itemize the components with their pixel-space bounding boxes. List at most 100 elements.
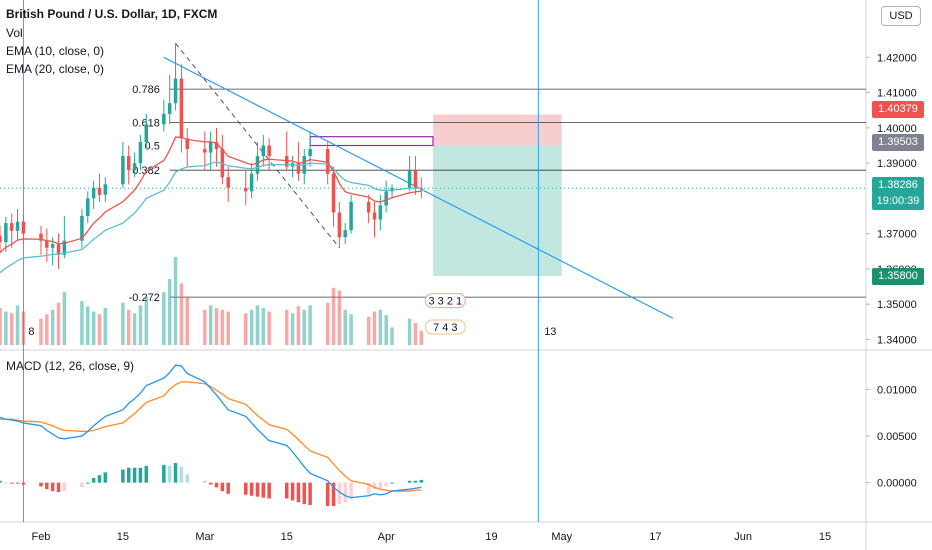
- macd-histogram-bar: [0, 480, 2, 483]
- macd-histogram-bar: [378, 482, 383, 489]
- candle-body: [284, 156, 289, 167]
- candle-body: [62, 240, 67, 255]
- candle-body: [372, 212, 377, 220]
- macd-histogram-bar: [50, 482, 55, 492]
- volume-bar: [62, 292, 67, 345]
- macd-legend[interactable]: MACD (12, 26, close, 9): [6, 359, 135, 373]
- volume-bar: [284, 309, 289, 345]
- fib-retracement-line: [175, 42, 340, 249]
- volume-side-label: 8: [28, 326, 34, 338]
- volume-bar: [214, 308, 219, 345]
- candle-body: [162, 113, 166, 125]
- currency-selector[interactable]: USD: [881, 6, 921, 26]
- candle-body: [9, 223, 14, 231]
- volume-legend[interactable]: Vol: [6, 26, 23, 40]
- time-tick-label: Mar: [195, 531, 214, 543]
- macd-histogram-bar: [413, 480, 418, 483]
- macd-histogram-bar: [126, 467, 131, 483]
- macd-histogram-bar: [255, 482, 260, 497]
- candle-body: [331, 173, 336, 213]
- macd-pane: [0, 364, 424, 506]
- volume-bar: [261, 308, 266, 345]
- macd-histogram-bar: [86, 482, 90, 484]
- volume-bar: [378, 309, 383, 345]
- price-tick-label: 1.34000: [877, 334, 917, 346]
- macd-histogram-bar: [226, 482, 230, 494]
- volume-bar: [407, 318, 412, 345]
- macd-histogram-bar: [4, 482, 8, 484]
- candle-body: [378, 205, 383, 220]
- macd-histogram-bar: [244, 482, 248, 495]
- volume-bar: [249, 309, 254, 345]
- volume-bar: [226, 311, 230, 345]
- event-badge-label: 7 4 3: [433, 322, 457, 334]
- candle-body: [144, 124, 149, 142]
- macd-histogram-bar: [167, 465, 172, 483]
- candle-body: [249, 173, 254, 192]
- candle-body: [267, 145, 271, 157]
- time-tick-label: Feb: [31, 531, 50, 543]
- volume-bar: [86, 306, 90, 345]
- candle-body: [366, 201, 371, 213]
- macd-histogram-bar: [103, 472, 108, 483]
- time-tick-label: 15: [819, 531, 831, 543]
- candle-body: [185, 138, 189, 150]
- volume-bar: [39, 318, 43, 345]
- volume-bar: [290, 313, 295, 345]
- time-tick-label: 19: [485, 531, 497, 543]
- candles: [0, 43, 424, 269]
- candle-body: [407, 170, 412, 188]
- ema20-line: [0, 161, 422, 274]
- macd-histogram-bar: [56, 482, 61, 492]
- candle-body: [255, 156, 260, 174]
- candle-body: [50, 244, 55, 248]
- candle-body: [179, 78, 184, 139]
- candle-body: [203, 149, 207, 153]
- time-tick-label: 15: [117, 531, 129, 543]
- volume-bar: [80, 301, 84, 345]
- position-zones: [309, 114, 562, 276]
- volume-bar: [419, 330, 424, 345]
- time-tick-label: Apr: [378, 531, 395, 543]
- candle-body: [308, 149, 312, 157]
- ema10-legend[interactable]: EMA (10, close, 0): [6, 44, 105, 58]
- volume-bar: [302, 309, 307, 345]
- fib-level-label: 0.786: [132, 84, 160, 96]
- candle-body: [4, 223, 8, 243]
- volume-bar: [208, 305, 213, 345]
- macd-histogram-bar: [9, 482, 14, 484]
- candle-body: [343, 230, 347, 238]
- macd-signal-line: [0, 381, 422, 492]
- macd-histogram-bar: [331, 482, 336, 506]
- ema20-legend[interactable]: EMA (20, close, 0): [6, 62, 105, 76]
- candle-body: [208, 141, 213, 153]
- candle-body: [173, 78, 178, 104]
- candle-body: [349, 201, 353, 231]
- macd-histogram-bar: [290, 482, 295, 501]
- time-tick-label: Jun: [734, 531, 752, 543]
- volume-bar: [372, 311, 377, 345]
- macd-histogram-bar: [162, 464, 166, 483]
- macd-histogram-bar: [302, 482, 307, 505]
- macd-histogram-bar: [214, 482, 219, 488]
- volume-bar: [349, 314, 353, 345]
- candle-body: [97, 187, 102, 195]
- macd-histogram-bar: [179, 466, 184, 483]
- candle-body: [167, 103, 172, 114]
- macd-histogram-bar: [366, 482, 371, 494]
- candle-body: [261, 145, 266, 157]
- volume-bar: [331, 287, 336, 345]
- macd-histogram-bar: [15, 482, 20, 484]
- volume-bar: [244, 313, 248, 345]
- macd-histogram-bar: [80, 482, 84, 488]
- macd-histogram-bar: [220, 482, 225, 492]
- candle-body: [86, 198, 90, 217]
- candle-body: [21, 221, 26, 234]
- macd-tick-label: 0.00500: [877, 431, 917, 443]
- macd-tick-label: 0.01000: [877, 384, 917, 396]
- candle-body: [244, 187, 248, 192]
- price-tick-label: 1.41000: [877, 88, 917, 100]
- macd-histogram-bar: [144, 465, 149, 483]
